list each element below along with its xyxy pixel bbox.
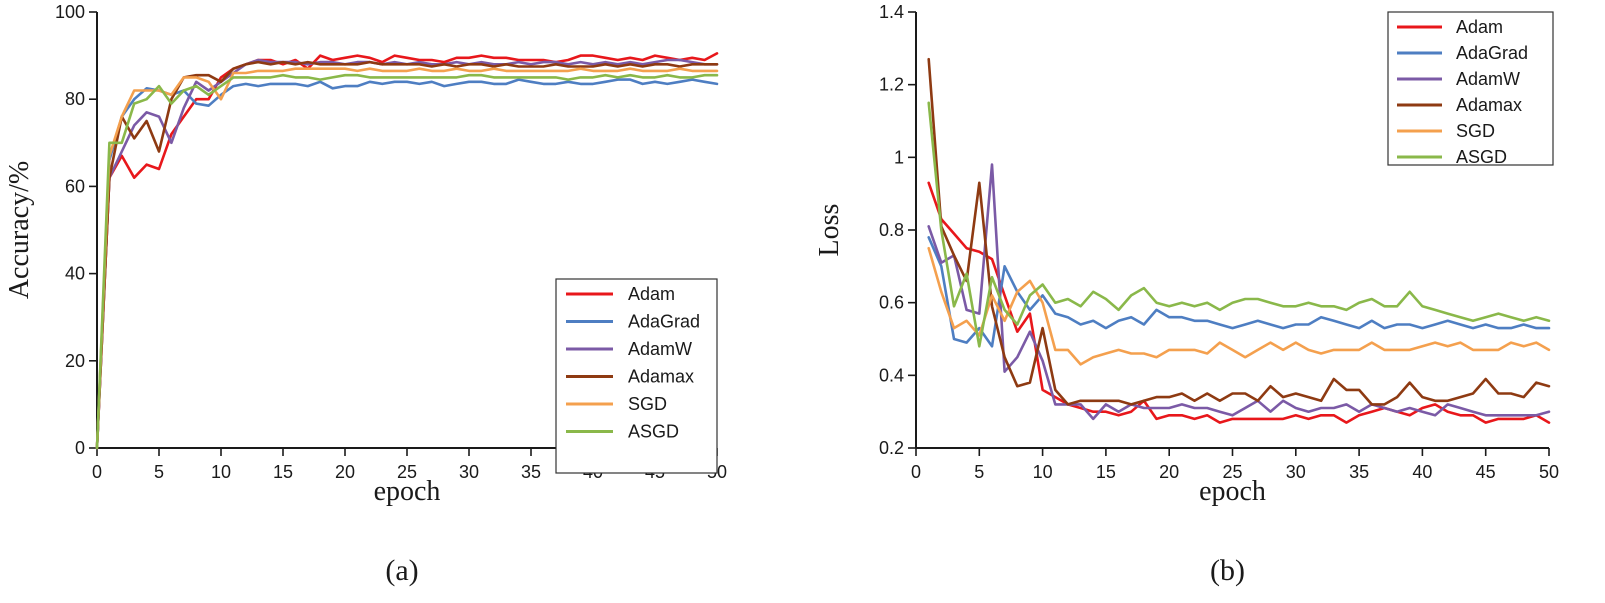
loss-x-tick-label: 10 bbox=[1033, 462, 1053, 482]
acc-x-tick-label: 10 bbox=[211, 462, 231, 482]
loss-legend-label-adagrad: AdaGrad bbox=[1456, 43, 1528, 63]
acc-series-adam bbox=[95, 52, 719, 450]
acc-legend-label-adamax: Adamax bbox=[628, 367, 694, 387]
acc-x-axis-title: epoch bbox=[374, 476, 441, 507]
loss-legend-label-sgd: SGD bbox=[1456, 121, 1495, 141]
loss-x-tick-label: 50 bbox=[1539, 462, 1559, 482]
loss-legend-label-asgd: ASGD bbox=[1456, 147, 1507, 167]
acc-legend-label-asgd: ASGD bbox=[628, 422, 679, 442]
acc-x-tick-label: 35 bbox=[521, 462, 541, 482]
acc-series-adagrad bbox=[95, 78, 719, 450]
acc-y-tick-label: 0 bbox=[75, 438, 85, 458]
acc-panel-label: (a) bbox=[385, 554, 418, 587]
acc-legend-label-adagrad: AdaGrad bbox=[628, 312, 700, 332]
acc-x-tick-label: 20 bbox=[335, 462, 355, 482]
acc-x-tick-label: 15 bbox=[273, 462, 293, 482]
acc-y-tick-label: 60 bbox=[65, 176, 85, 196]
acc-legend-label-adamw: AdamW bbox=[628, 339, 692, 359]
acc-y-tick-label: 20 bbox=[65, 351, 85, 371]
loss-x-tick-label: 45 bbox=[1476, 462, 1496, 482]
loss-x-tick-label: 0 bbox=[911, 462, 921, 482]
acc-x-tick-label: 25 bbox=[397, 462, 417, 482]
acc-x-tick-label: 5 bbox=[154, 462, 164, 482]
acc-series-asgd bbox=[95, 73, 719, 450]
loss-legend-label-adamw: AdamW bbox=[1456, 69, 1520, 89]
loss-series-adam bbox=[927, 181, 1551, 424]
loss-x-tick-label: 30 bbox=[1286, 462, 1306, 482]
loss-x-tick-label: 20 bbox=[1159, 462, 1179, 482]
acc-legend-label-sgd: SGD bbox=[628, 394, 667, 414]
loss-series-adamax bbox=[927, 57, 1551, 406]
loss-x-tick-label: 25 bbox=[1222, 462, 1242, 482]
acc-series-adamax bbox=[95, 60, 719, 450]
accuracy-chart: 05101520253035404550020406080100epochAcc… bbox=[4, 2, 727, 587]
acc-y-tick-label: 40 bbox=[65, 264, 85, 284]
loss-x-axis-title: epoch bbox=[1199, 476, 1266, 507]
acc-legend-label-adam: Adam bbox=[628, 284, 675, 304]
loss-y-tick-label: 1.2 bbox=[879, 75, 904, 95]
loss-series-adagrad bbox=[927, 236, 1551, 348]
acc-x-tick-label: 30 bbox=[459, 462, 479, 482]
acc-y-tick-label: 100 bbox=[55, 2, 85, 22]
loss-y-axis-title: Loss bbox=[814, 204, 845, 257]
loss-chart: 0 5 10 15 20 25 30 35 40 45 50 0.2 0.4 0.6 0.8 1 1.2 1.4 e… bbox=[814, 2, 1559, 587]
loss-y-tick-label: 0.2 bbox=[879, 438, 904, 458]
loss-x-tick-label: 40 bbox=[1412, 462, 1432, 482]
loss-y-tick-label: 1.4 bbox=[879, 2, 904, 22]
acc-y-axis-title: Accuracy/% bbox=[4, 161, 35, 299]
loss-panel-label: (b) bbox=[1210, 554, 1245, 587]
loss-y-tick-label: 0.4 bbox=[879, 365, 904, 385]
loss-legend-label-adamax: Adamax bbox=[1456, 95, 1522, 115]
loss-series-adamw bbox=[927, 163, 1551, 421]
loss-legend bbox=[1387, 11, 1554, 166]
acc-y-tick-label: 80 bbox=[65, 89, 85, 109]
loss-legend-label-adam: Adam bbox=[1456, 17, 1503, 37]
loss-series-asgd bbox=[927, 101, 1551, 348]
loss-x-tick-label: 15 bbox=[1096, 462, 1116, 482]
loss-x-tick-label: 35 bbox=[1349, 462, 1369, 482]
loss-y-tick-label: 0.6 bbox=[879, 293, 904, 313]
loss-y-tick-label: 0.8 bbox=[879, 220, 904, 240]
loss-series-sgd bbox=[927, 246, 1551, 366]
acc-x-tick-label: 0 bbox=[92, 462, 102, 482]
loss-x-tick-label: 5 bbox=[974, 462, 984, 482]
acc-series-sgd bbox=[95, 67, 719, 450]
loss-y-tick-label: 1 bbox=[894, 147, 904, 167]
